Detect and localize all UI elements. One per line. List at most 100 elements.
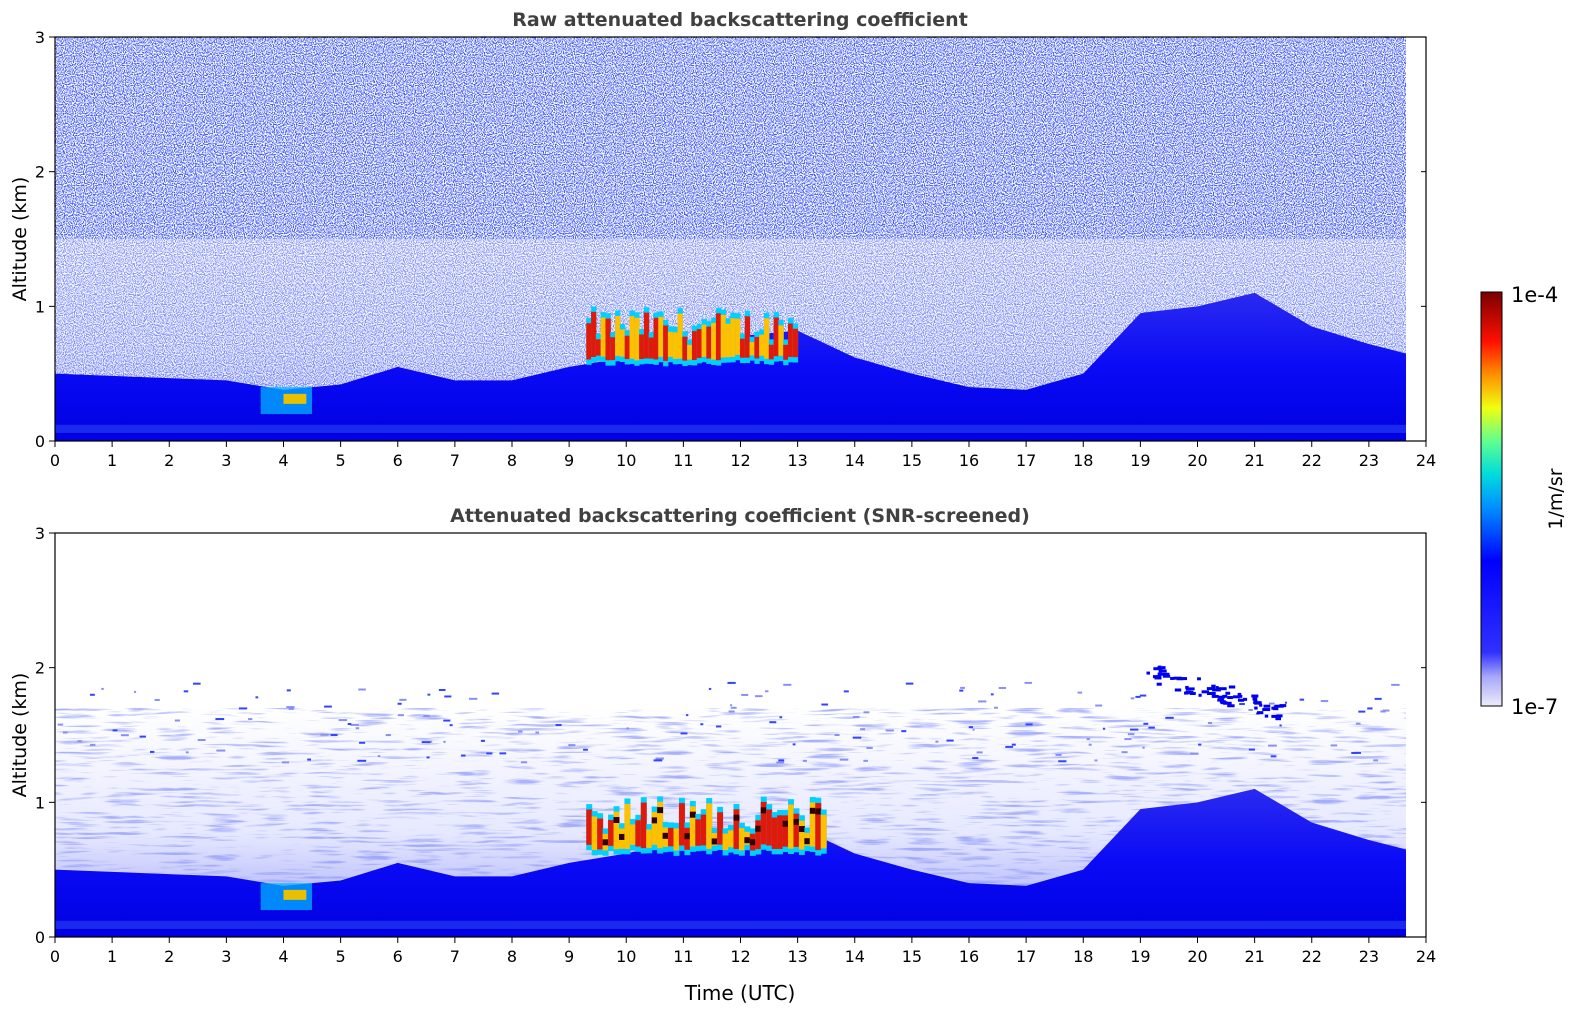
layer-core xyxy=(600,317,606,357)
layer-saturated xyxy=(749,839,756,846)
elevated-speck xyxy=(1225,691,1231,695)
elevated-speck xyxy=(1219,700,1226,704)
elevated-speck xyxy=(1197,677,1201,681)
speck xyxy=(377,755,381,758)
layer-core xyxy=(619,329,626,357)
speck xyxy=(77,740,82,743)
speck xyxy=(426,756,430,759)
layer-core xyxy=(640,802,647,849)
x-tick-label: 11 xyxy=(673,947,693,966)
layer-core xyxy=(667,331,674,357)
colorbar: 1e-4 1e-7 1/m/sr xyxy=(1480,283,1567,719)
layer-core xyxy=(730,318,736,357)
layer-core xyxy=(673,828,680,851)
x-tick-label: 14 xyxy=(845,451,865,470)
speck xyxy=(438,688,446,691)
x-tick-label: 14 xyxy=(845,947,865,966)
speck xyxy=(535,731,540,734)
layer-core xyxy=(586,323,592,360)
speck xyxy=(1367,707,1373,710)
speck xyxy=(443,719,451,722)
axis-ticks: 0 1 2 3 4 5 6 7 8 9 10 11 12 13 14 15 16 17 18 19 20 21 22 23 24… xyxy=(35,28,1436,470)
snr-screened-panel: Attenuated backscattering coefficient (S… xyxy=(9,505,1436,1005)
speck xyxy=(183,690,189,693)
speck xyxy=(1142,746,1145,749)
elevated-speck xyxy=(1215,686,1219,690)
speck xyxy=(568,744,576,747)
speck xyxy=(715,725,722,728)
speck xyxy=(359,741,366,744)
layer-core xyxy=(773,317,779,357)
layer-core xyxy=(696,329,703,358)
layer-core xyxy=(591,816,598,850)
speck xyxy=(469,697,478,700)
x-tick-label: 13 xyxy=(787,947,807,966)
layer-saturated xyxy=(662,832,669,839)
elevated-speck xyxy=(1259,703,1263,707)
speck xyxy=(1270,755,1277,758)
speck xyxy=(1024,681,1033,684)
speck xyxy=(1284,701,1288,704)
x-tick-label: 18 xyxy=(1073,947,1093,966)
layer-core xyxy=(733,809,740,849)
layer-core xyxy=(700,814,707,846)
layer-core xyxy=(695,819,702,846)
layer-core xyxy=(701,324,707,357)
elevated-speck xyxy=(1217,695,1225,699)
layer-core xyxy=(777,815,784,849)
x-tick-label: 24 xyxy=(1416,947,1436,966)
elevated-speck xyxy=(1217,698,1224,702)
x-tick-label: 17 xyxy=(1016,947,1036,966)
speck xyxy=(307,758,312,761)
speck xyxy=(399,698,407,701)
elevated-speck xyxy=(1206,691,1216,695)
speck xyxy=(357,759,367,762)
speck xyxy=(730,704,733,707)
heatmap-area xyxy=(55,665,1407,937)
layer-core xyxy=(677,313,683,359)
speck xyxy=(154,698,160,701)
layer-saturated xyxy=(760,807,767,814)
layer-core xyxy=(682,336,688,361)
speck xyxy=(57,723,64,726)
speck xyxy=(1086,738,1090,741)
speck xyxy=(112,729,118,732)
speck xyxy=(192,682,201,685)
speck xyxy=(741,693,749,696)
layer-core xyxy=(653,317,659,360)
speck xyxy=(444,695,452,698)
x-tick-label: 4 xyxy=(278,947,288,966)
layer-saturated xyxy=(815,808,822,815)
axis-ticks: 0 1 2 3 4 5 6 7 8 9 10 11 12 13 14 15 16 17 18 19 20 21 22 23 24… xyxy=(35,524,1436,966)
layer-core xyxy=(788,804,794,849)
speck xyxy=(330,734,338,737)
speck xyxy=(802,759,807,762)
x-tick-label: 23 xyxy=(1359,947,1379,966)
y-tick-label: 3 xyxy=(35,28,45,47)
y-tick-label: 1 xyxy=(35,793,45,812)
layer-saturated xyxy=(657,807,664,814)
speck xyxy=(1279,724,1282,727)
elevated-speck xyxy=(1217,687,1227,691)
layer-core xyxy=(691,331,698,361)
speck xyxy=(1102,727,1106,730)
speck xyxy=(215,718,225,721)
speck xyxy=(778,759,785,762)
elevated-speck xyxy=(1161,672,1170,676)
layer-core xyxy=(782,815,789,847)
speck xyxy=(429,740,433,743)
x-tick-label: 3 xyxy=(221,451,231,470)
elevated-speck xyxy=(1161,666,1166,670)
layer-core xyxy=(635,820,642,847)
speck xyxy=(1005,745,1014,748)
layer-core xyxy=(715,313,722,361)
speck xyxy=(1239,703,1245,706)
speck xyxy=(90,743,96,746)
x-tick-label: 20 xyxy=(1187,451,1207,470)
x-tick-label: 10 xyxy=(616,451,636,470)
speck xyxy=(518,730,523,733)
speck xyxy=(727,681,736,684)
speck xyxy=(139,735,146,738)
elevated-speck xyxy=(1275,717,1282,721)
